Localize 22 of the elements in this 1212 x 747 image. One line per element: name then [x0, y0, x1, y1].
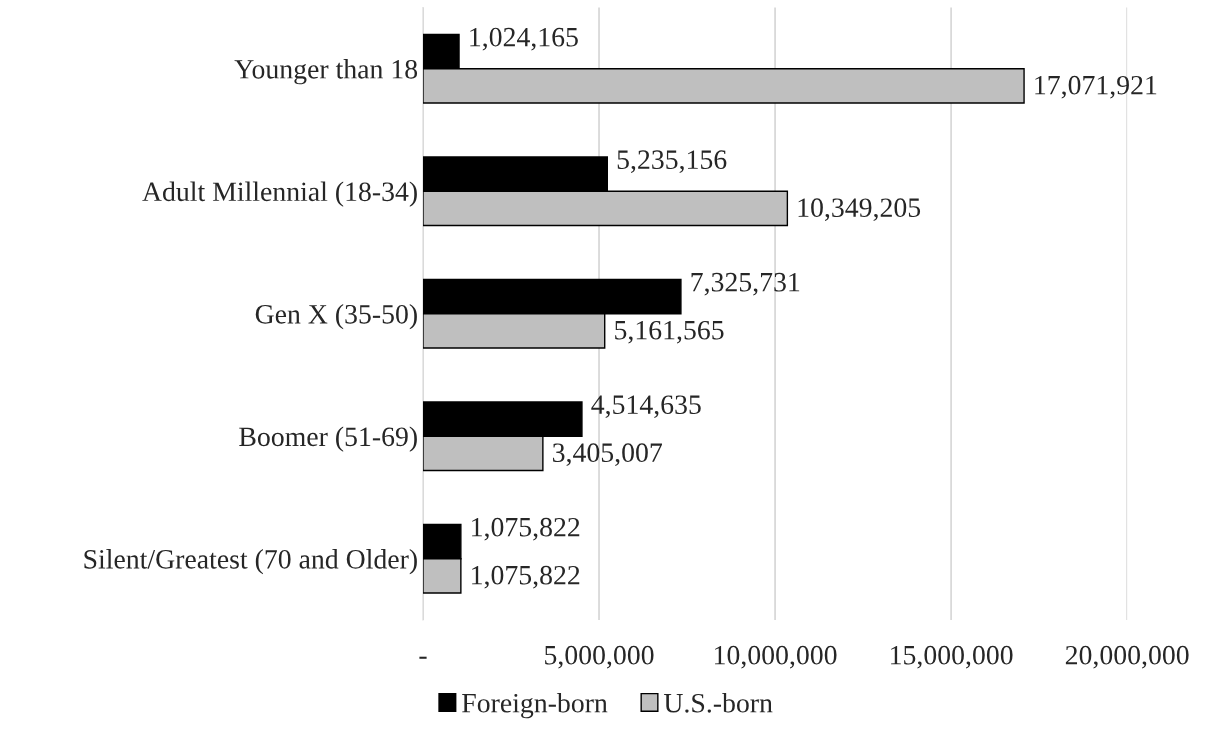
data-label: 1,075,822	[472, 517, 580, 541]
data-label: 5,235,156	[617, 150, 727, 174]
data-label: 17,071,921	[1035, 75, 1157, 99]
data-label: 1,075,822	[472, 565, 580, 589]
y-tick-label: Adult Millennial (18-34)	[142, 181, 417, 207]
y-tick-label: Younger than 18	[234, 59, 418, 85]
data-label: 1,024,165	[470, 27, 578, 51]
y-tick-label: Gen X (35-50)	[255, 304, 417, 330]
x-tick-label: 10,000,000	[715, 645, 837, 669]
data-label: 3,405,007	[553, 443, 662, 467]
y-tick-label: Silent/Greatest (70 and Older)	[84, 549, 417, 575]
x-tick-label: 15,000,000	[891, 645, 1013, 669]
data-label: 7,325,731	[691, 272, 800, 296]
data-label: 10,349,205	[798, 198, 921, 222]
legend-label: Foreign-born	[462, 693, 608, 719]
x-tick-label: -	[419, 656, 427, 659]
legend-label: U.S.-born	[663, 693, 773, 713]
data-label: 4,514,635	[591, 395, 701, 419]
data-label: 5,161,565	[615, 320, 724, 344]
x-tick-label: 5,000,000	[545, 645, 654, 669]
y-tick-label: Boomer (51-69)	[239, 426, 417, 452]
x-tick-label: 20,000,000	[1065, 645, 1189, 669]
